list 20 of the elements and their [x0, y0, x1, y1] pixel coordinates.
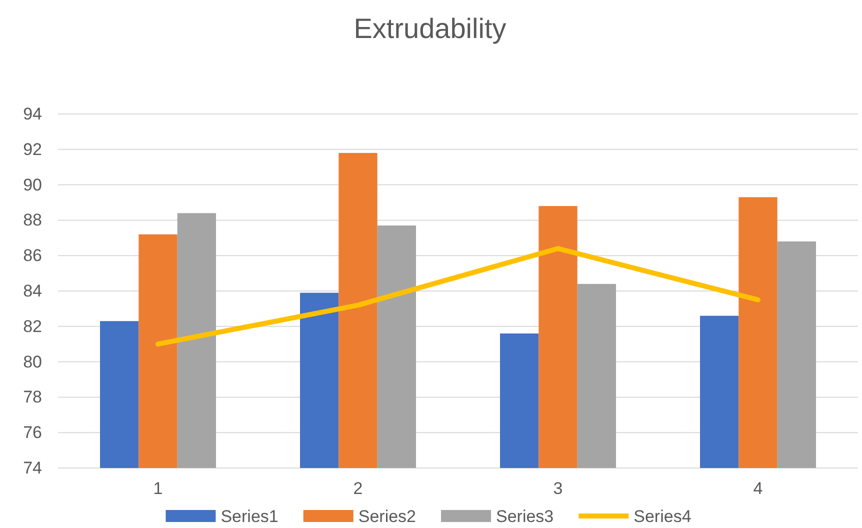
y-tick-label: 94: [23, 104, 42, 124]
y-tick-label: 80: [23, 352, 42, 372]
legend-label: Series1: [220, 507, 278, 526]
legend-label: Series4: [634, 507, 692, 526]
x-tick-label: 3: [553, 479, 563, 498]
x-tick-label: 2: [353, 479, 363, 498]
y-tick-label: 88: [23, 210, 42, 230]
legend-label: Series2: [358, 507, 416, 526]
y-tick-label: 90: [23, 175, 42, 194]
y-tick-label: 82: [23, 316, 42, 336]
legend-label: Series3: [496, 507, 554, 526]
x-tick-label: 1: [153, 479, 163, 498]
y-tick-label: 74: [23, 458, 42, 478]
y-tick-label: 86: [23, 246, 42, 266]
y-tick-label: 84: [23, 281, 42, 300]
y-tick-label: 78: [23, 388, 42, 407]
x-tick-label: 4: [753, 479, 763, 498]
y-tick-label: 76: [23, 423, 42, 442]
y-tick-label: 92: [23, 140, 42, 159]
chart-title: Extrudability: [354, 13, 506, 44]
